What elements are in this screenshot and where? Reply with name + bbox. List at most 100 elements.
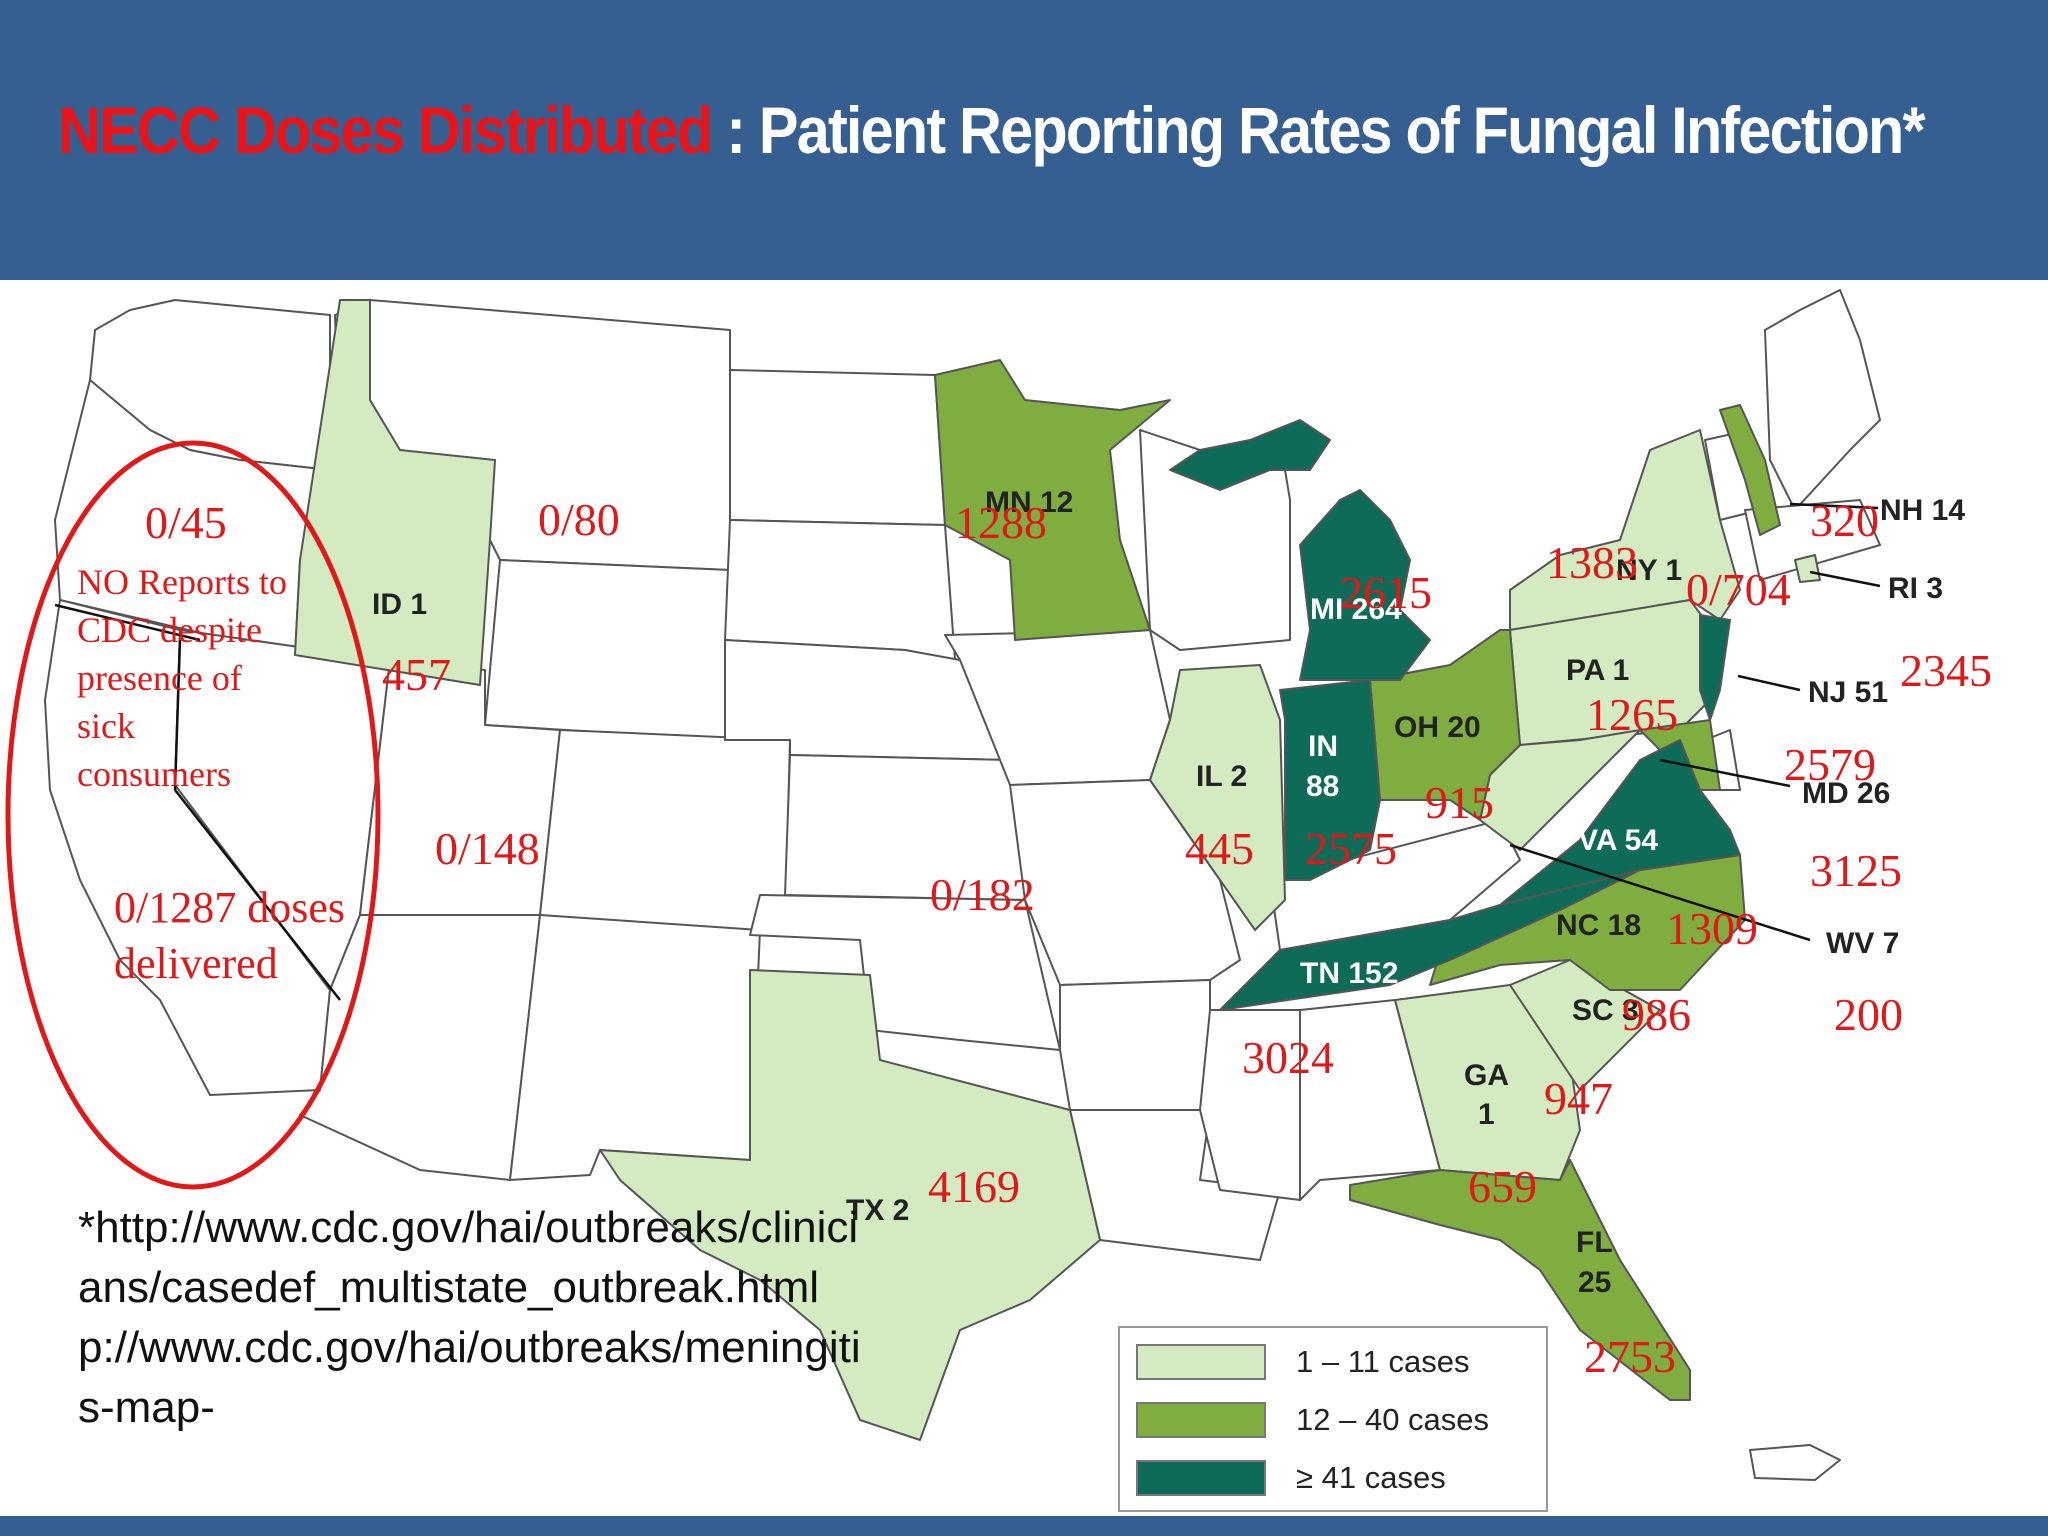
dose-number: 0/45 <box>145 497 227 548</box>
dose-number: 1288 <box>955 497 1047 548</box>
state-mn <box>934 359 1171 641</box>
line-ca-diagonal <box>174 789 341 1001</box>
page-title: NECC Doses Distributed : Patient Reporti… <box>58 92 1926 168</box>
state-nh <box>1719 404 1781 536</box>
state-mi-lower <box>1299 489 1431 681</box>
dose-number: 2345 <box>1900 645 1992 696</box>
dose-number: 320 <box>1810 495 1879 546</box>
state-label: OH 20 <box>1394 711 1481 744</box>
callout-wv <box>1509 843 1811 942</box>
us-map: ID 1 MN 12 MI 264 IL 2 IN 88 OH 20 PA 1 … <box>5 289 1992 1481</box>
map-legend: 1 – 11 cases 12 – 40 cases ≥ 41 cases <box>1118 1326 1548 1512</box>
state-me <box>1764 289 1881 511</box>
state-label: NC 18 <box>1556 909 1641 942</box>
state-label: NJ 51 <box>1808 676 1888 709</box>
state-tn <box>1219 869 1641 1011</box>
state-label: FL <box>1576 1226 1613 1259</box>
state-label: MI 264 <box>1310 593 1402 626</box>
line-or-ca-border <box>54 603 201 642</box>
state-label: TX 2 <box>846 1194 909 1227</box>
state-label: RI 3 <box>1888 572 1943 605</box>
dose-number: 0/80 <box>538 494 620 545</box>
state-label: NH 14 <box>1880 494 1965 527</box>
state-sd <box>724 519 956 661</box>
title-highlight: NECC Doses Distributed <box>58 93 713 167</box>
dose-number: 0/182 <box>930 869 1035 920</box>
callout-nh <box>1789 502 1879 510</box>
state-id <box>294 299 496 686</box>
legend-swatch-light <box>1136 1344 1266 1380</box>
dose-number: 3125 <box>1810 845 1902 896</box>
dose-number: 0/148 <box>435 823 540 874</box>
annotation-line: CDC despite <box>77 610 262 650</box>
state-label: ID 1 <box>372 588 427 621</box>
state-co <box>539 729 791 936</box>
state-label: 25 <box>1578 1266 1611 1299</box>
state-label: GA <box>1464 1059 1509 1092</box>
dose-number: 200 <box>1834 989 1903 1040</box>
header-bar <box>0 0 2048 280</box>
dose-number: 2579 <box>1784 739 1876 790</box>
callout-md <box>1659 758 1791 788</box>
annotation-line: sick <box>77 706 135 746</box>
footer-bar <box>0 1516 2048 1536</box>
annotation-line: presence of <box>77 658 242 698</box>
dose-number: 947 <box>1544 1073 1613 1124</box>
state-label: WV 7 <box>1826 927 1899 960</box>
state-ky <box>1269 819 1521 951</box>
state-oh <box>1369 629 1521 821</box>
dose-number: 1383 <box>1546 537 1638 588</box>
title-rest: : Patient Reporting Rates of Fungal Infe… <box>711 93 1925 167</box>
state-ms <box>1199 1009 1301 1201</box>
callout-ri <box>1809 570 1881 588</box>
puerto-rico <box>1749 1444 1841 1481</box>
dose-number: 445 <box>1185 823 1254 874</box>
annotation-line: NO Reports to <box>77 562 287 602</box>
legend-row: 12 – 40 cases <box>1136 1402 1536 1440</box>
state-label: TN 152 <box>1300 957 1398 990</box>
state-label: 1 <box>1478 1098 1495 1131</box>
state-va <box>1499 739 1741 906</box>
state-label: PA 1 <box>1566 654 1629 687</box>
dose-number: 2753 <box>1584 1331 1676 1382</box>
state-nm <box>509 914 761 1181</box>
dose-number: 986 <box>1622 989 1691 1040</box>
state-label: IN <box>1308 730 1338 763</box>
annotation-line: delivered <box>114 939 278 988</box>
state-sc <box>1509 959 1661 1091</box>
dose-number: 2615 <box>1340 567 1432 618</box>
state-fl <box>1349 1159 1691 1401</box>
legend-swatch-mid <box>1136 1402 1266 1438</box>
legend-swatch-dark <box>1136 1460 1266 1496</box>
dose-number: 2575 <box>1305 823 1397 874</box>
legend-label: 12 – 40 cases <box>1296 1402 1490 1437</box>
state-ri <box>1794 554 1821 583</box>
dose-number: 659 <box>1468 1161 1537 1212</box>
doses-delivered-annotation: 0/1287 doses delivered <box>114 880 345 992</box>
dose-number: 0/704 <box>1686 564 1791 615</box>
state-al <box>1299 999 1441 1201</box>
legend-label: ≥ 41 cases <box>1296 1460 1446 1495</box>
legend-row: ≥ 41 cases <box>1136 1460 1536 1498</box>
footnote-source: *http://www.cdc.gov/hai/outbreaks/clinic… <box>78 1203 861 1432</box>
legend-label: 1 – 11 cases <box>1296 1344 1470 1379</box>
state-ar <box>1059 979 1211 1111</box>
state-label: IL 2 <box>1196 760 1247 793</box>
line-ca-nv-border <box>173 639 182 791</box>
dose-number: 1265 <box>1586 689 1678 740</box>
state-label: SC 3 <box>1572 994 1639 1027</box>
dose-number: 457 <box>382 649 451 700</box>
annotation-line: consumers <box>77 754 231 794</box>
state-label: VA 54 <box>1578 824 1658 857</box>
state-wy <box>484 559 731 741</box>
dose-number: 915 <box>1425 777 1494 828</box>
state-il <box>1149 664 1286 931</box>
state-label: MD 26 <box>1802 777 1890 810</box>
dose-number: 4169 <box>928 1161 1020 1212</box>
callout-nj <box>1737 674 1801 692</box>
state-in <box>1279 679 1381 881</box>
no-reports-annotation: NO Reports to CDC despite presence of si… <box>77 558 287 798</box>
annotation-line: 0/1287 doses <box>114 883 345 932</box>
dose-number: 1309 <box>1666 903 1758 954</box>
state-nj <box>1699 614 1731 721</box>
